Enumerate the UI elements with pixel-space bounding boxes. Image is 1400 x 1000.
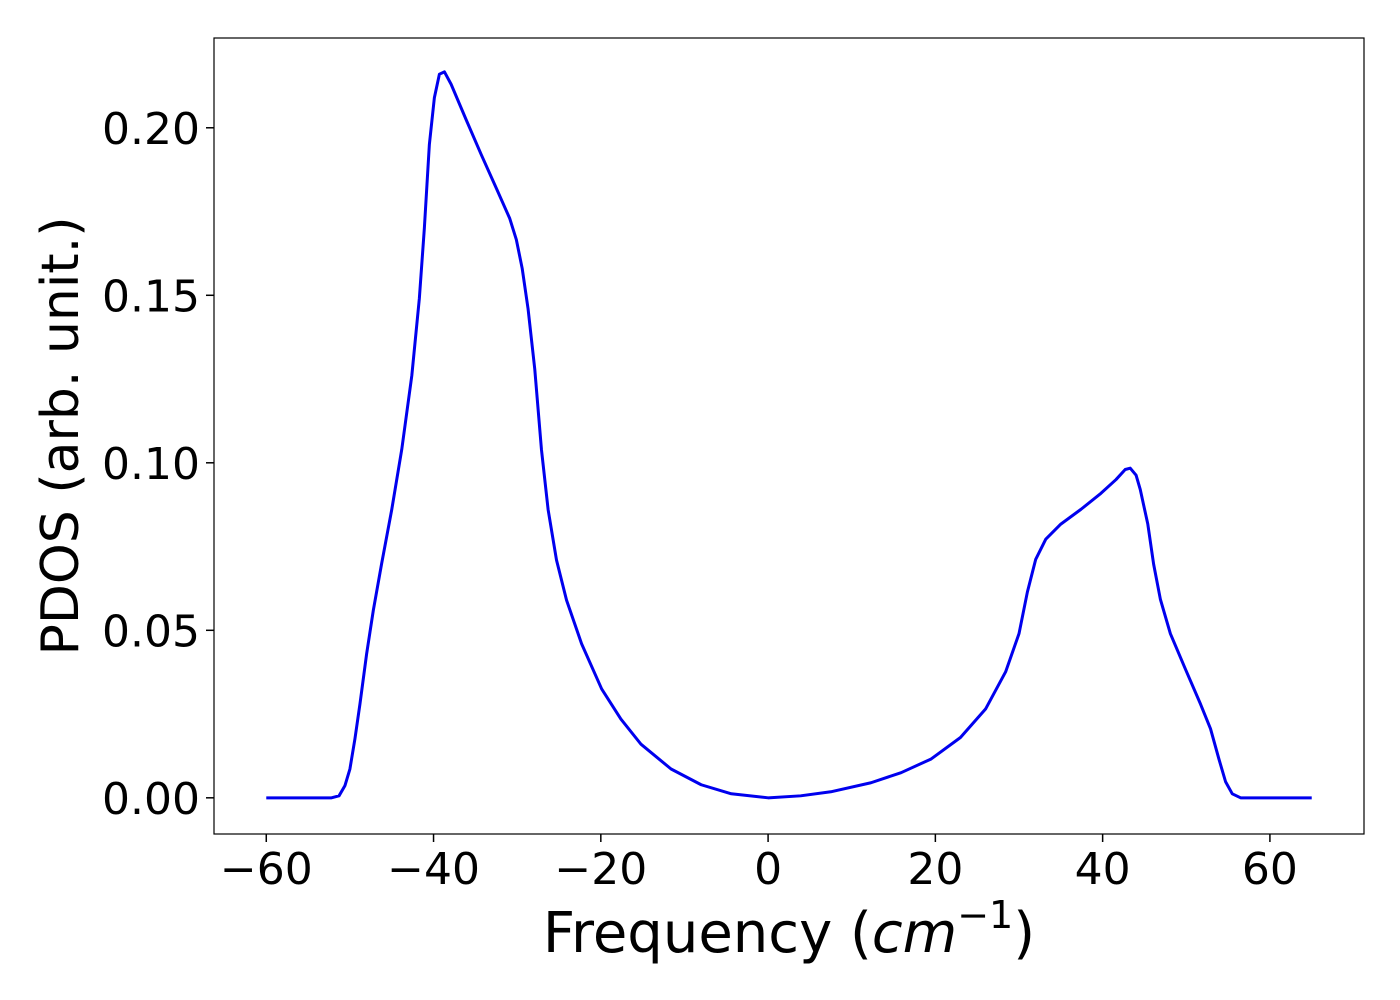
y-tick-label: 0.10 xyxy=(102,439,200,490)
y-tick-label: 0.05 xyxy=(102,606,200,657)
x-label-part: −1 xyxy=(957,893,1013,937)
x-tick-label: 0 xyxy=(754,844,782,895)
y-tick-label: 0.20 xyxy=(102,104,200,155)
y-axis-label: PDOS (arb. unit.) xyxy=(31,216,91,655)
plot-frame xyxy=(213,37,1365,835)
x-tick-label: −60 xyxy=(220,844,313,895)
x-label-part: ) xyxy=(1013,901,1035,966)
y-tick-label: 0.00 xyxy=(102,774,200,825)
x-tick-label: 40 xyxy=(1075,844,1131,895)
x-label-part: Frequency ( xyxy=(543,901,872,966)
line xyxy=(266,70,1312,800)
x-tick-label: 20 xyxy=(907,844,963,895)
x-tick-label: 60 xyxy=(1242,844,1298,895)
x-tick-label: −20 xyxy=(554,844,647,895)
x-label-part: cm xyxy=(872,901,957,966)
x-axis-label: Frequency (cm−1) xyxy=(543,893,1035,966)
x-tick-label: −40 xyxy=(387,844,480,895)
y-tick-label: 0.15 xyxy=(102,271,200,322)
